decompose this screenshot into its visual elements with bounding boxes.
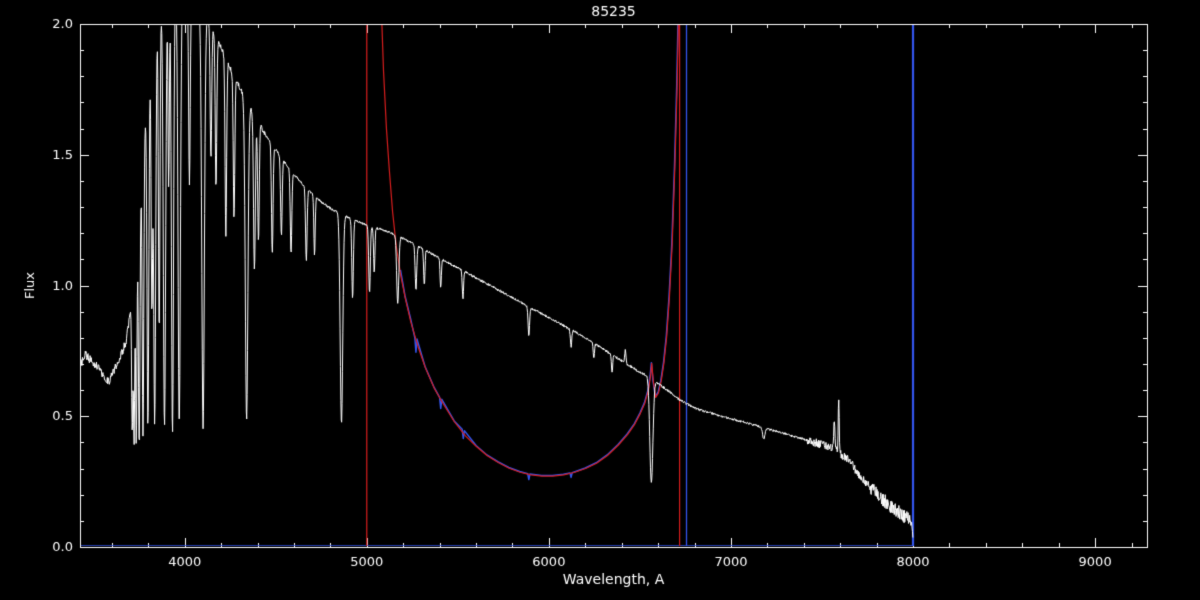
spectrum-plot-canvas bbox=[0, 0, 1200, 600]
spectrum-plot-figure: 85235 bbox=[0, 0, 1200, 600]
